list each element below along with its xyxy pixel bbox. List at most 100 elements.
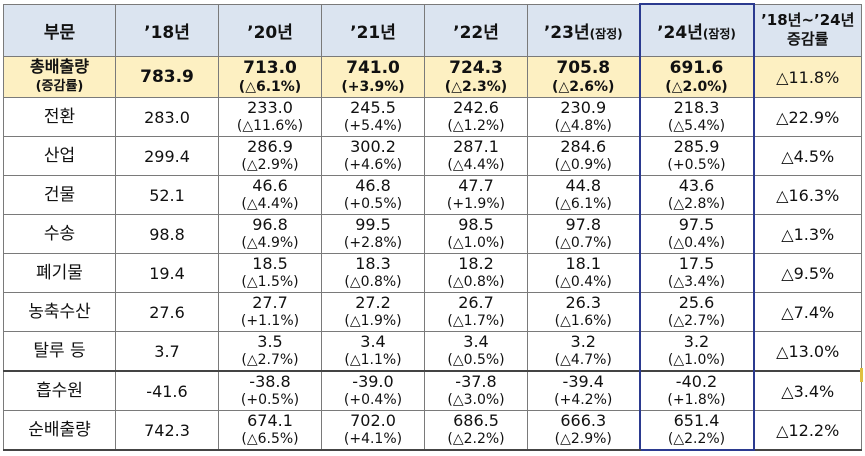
total-2018-value: 783.9 [140,67,194,87]
cell-2021: 27.2 (△1.9%) [321,292,425,332]
value-2024: 651.4 [673,411,720,430]
sector-row: 폐기물 19.4 18.5 (△1.5%) 18.3 (△0.8%) 18.2 (△0.8%)… [3,253,862,293]
emissions-table-container: 부문 ’18년 ’20년 ’21년 ’22년 ’23년(잠정) ’24년(잠정)… [3,3,862,453]
cell-2024: 3.2 (△1.0%) [638,331,755,372]
value-2024: 285.9 [673,137,720,156]
change-rate: △22.9% [753,97,862,137]
change-rate: △1.3% [753,214,862,254]
cell-2022: 47.7 (+1.9%) [424,175,528,215]
sector-row: 건물 52.1 46.6 (△4.4%) 46.8 (+0.5%) 47.7 (+1.9%) 4… [3,175,862,215]
cell-2021: 99.5 (+2.8%) [321,214,425,254]
total-label-line2: (증감률) [35,79,84,94]
pct-2021: (△0.8%) [344,274,402,290]
pct-2023: (△4.8%) [554,118,612,134]
pct-2023: (△0.9%) [554,157,612,173]
pct-2022: (+1.9%) [446,196,506,212]
cell-2023: 26.3 (△1.6%) [527,292,640,332]
cell-2020: 96.8 (△4.9%) [218,214,322,254]
value-2023: 26.3 [565,293,602,312]
cell-2020: 18.5 (△1.5%) [218,253,322,293]
pct-2021: (+2.8%) [343,235,403,251]
total-2023-pct: (△2.6%) [552,78,615,95]
pct-2020: (△2.7%) [241,352,299,368]
cell-2024: 97.5 (△0.4%) [638,214,755,254]
pct-2023: (△0.4%) [554,274,612,290]
sector-row: 전환 283.0 233.0 (△11.6%) 245.5 (+5.4%) 242.6 (△1… [3,97,862,137]
pct-2022: (△1.7%) [447,313,505,329]
cell-2020: -38.8 (+0.5%) [218,370,322,411]
value-2021: 245.5 [350,98,396,117]
value-2023: 18.1 [565,254,602,273]
cell-2021: 18.3 (△0.8%) [321,253,425,293]
cell-2024: 285.9 (+0.5%) [638,136,755,176]
pct-2023: (△6.1%) [554,196,612,212]
sector-label: 전환 [3,97,116,137]
change-rate: △16.3% [753,175,862,215]
total-2021-pct: (+3.9%) [341,78,405,95]
pct-2022: (△0.5%) [447,352,505,368]
cell-2022: 287.1 (△4.4%) [424,136,528,176]
pct-2023: (△4.7%) [554,352,612,368]
cell-2021: -39.0 (+0.4%) [321,370,425,411]
pct-2022: (△0.8%) [447,274,505,290]
change-rate: △13.0% [753,331,862,372]
value-2018: 3.7 [115,331,219,372]
value-2020: 46.6 [252,176,288,195]
cell-2022: 3.4 (△0.5%) [424,331,528,372]
pct-2024: (△2.8%) [667,196,726,212]
value-2018: 299.4 [115,136,219,176]
total-2022-pct: (△2.3%) [444,78,508,95]
cell-2023: 44.8 (△6.1%) [527,175,640,215]
total-2024-value: 691.6 [669,57,724,78]
value-2024: 43.6 [678,176,715,195]
sector-row: 순배출량 742.3 674.1 (△6.5%) 702.0 (+4.1%) 686.5 (△… [3,410,862,451]
pct-2020: (△4.4%) [241,196,299,212]
value-2021: -39.0 [352,372,394,391]
pct-2023: (△0.7%) [554,235,612,251]
cell-2024: 651.4 (△2.2%) [638,410,755,451]
value-2020: -38.8 [249,372,291,391]
total-2021: 741.0 (+3.9%) [321,56,425,98]
pct-2021: (△1.1%) [344,352,402,368]
value-2020: 96.8 [252,215,288,234]
value-2024: 218.3 [673,98,720,117]
cell-2023: 3.2 (△4.7%) [527,331,640,372]
pct-2021: (+4.6%) [343,157,403,173]
sector-row: 탈루 등 3.7 3.5 (△2.7%) 3.4 (△1.1%) 3.4 (△0.5%) 3.2… [3,331,862,372]
sector-label: 흡수원 [3,370,116,411]
value-2023: -39.4 [562,372,604,391]
header-2024-year: ’24년 [657,23,703,43]
pct-2020: (△1.5%) [241,274,299,290]
pct-2024: (+1.8%) [667,392,726,408]
cell-2022: -37.8 (△3.0%) [424,370,528,411]
header-sector: 부문 [3,3,116,57]
total-2020: 713.0 (△6.1%) [218,56,322,98]
sector-label: 산업 [3,136,116,176]
value-2022: 26.7 [458,293,494,312]
value-2024: 97.5 [678,215,715,234]
total-2020-pct: (△6.1%) [238,78,302,95]
change-rate: △7.4% [753,292,862,332]
value-2023: 284.6 [560,137,607,156]
total-2024: 691.6 (△2.0%) [638,56,755,98]
total-2023-value: 705.8 [556,57,611,78]
pct-2024: (△3.4%) [667,274,726,290]
pct-2024: (△0.4%) [667,235,726,251]
header-2022: ’22년 [424,3,528,57]
sector-row: 산업 299.4 286.9 (△2.9%) 300.2 (+4.6%) 287.1 (△4.… [3,136,862,176]
value-2021: 702.0 [350,411,396,430]
value-2018: -41.6 [115,370,219,411]
sector-label: 건물 [3,175,116,215]
cell-2021: 245.5 (+5.4%) [321,97,425,137]
pct-2022: (△1.0%) [447,235,505,251]
pct-2024: (+0.5%) [667,157,726,173]
total-change-rate: △11.8% [753,56,862,98]
edge-marker [860,368,863,382]
value-2024: 3.2 [683,332,710,351]
sector-label: 폐기물 [3,253,116,293]
header-2020: ’20년 [218,3,322,57]
header-2018: ’18년 [115,3,219,57]
sector-row: 농축수산 27.6 27.7 (+1.1%) 27.2 (△1.9%) 26.7 (△1.7%… [3,292,862,332]
pct-2020: (△4.9%) [241,235,299,251]
value-2020: 27.7 [252,293,288,312]
